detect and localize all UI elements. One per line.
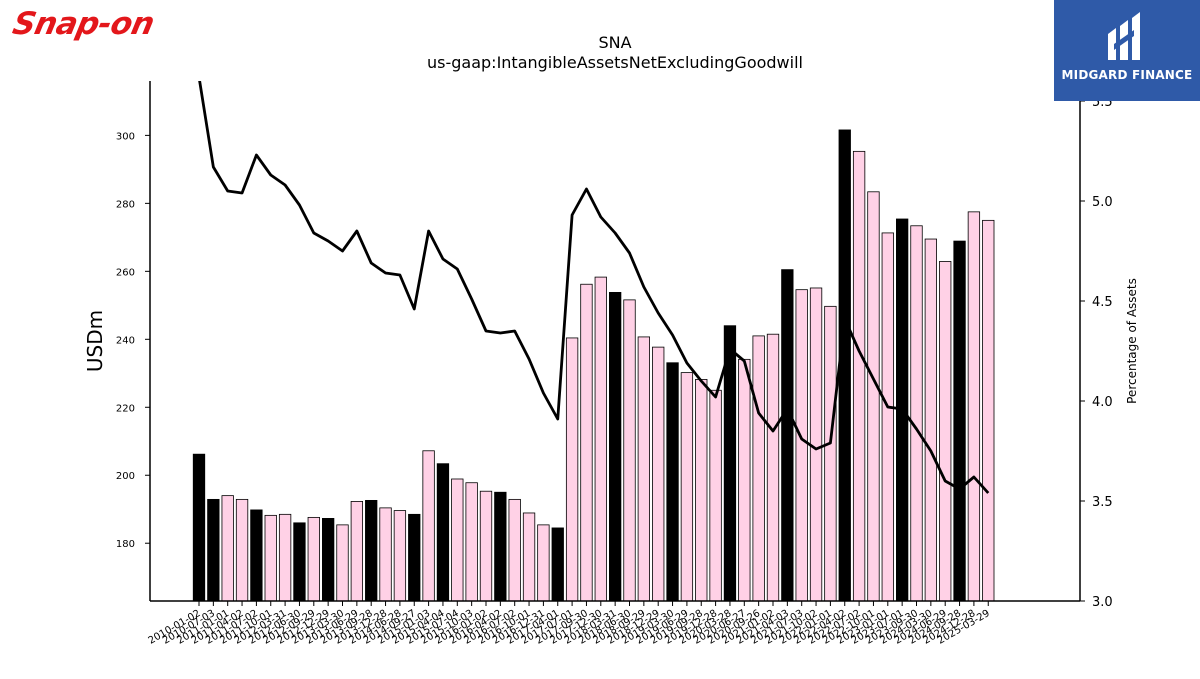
bar-50 xyxy=(910,225,923,602)
bar-54 xyxy=(967,211,981,602)
bar-46 xyxy=(852,150,866,602)
bar-29 xyxy=(609,291,622,602)
x-ticks-layer: 2010-01-022010-07-032011-01-012011-04-02… xyxy=(147,601,992,647)
bar-34 xyxy=(680,372,694,602)
bar-19 xyxy=(465,482,478,602)
bar-55 xyxy=(982,219,995,602)
bar-22 xyxy=(508,498,521,602)
bar-31 xyxy=(637,336,650,602)
svg-text:Snap-on: Snap-on xyxy=(10,6,158,42)
bar-33 xyxy=(666,362,679,602)
bar-35 xyxy=(695,379,708,602)
y-tick-label-0: 180 xyxy=(116,539,135,550)
bar-25 xyxy=(551,527,564,602)
y-tick-label-4: 260 xyxy=(116,267,135,278)
bar-5 xyxy=(264,514,277,602)
y-tick-label-5: 280 xyxy=(116,199,135,210)
chart-subtitle: us-gaap:IntangibleAssetsNetExcludingGood… xyxy=(427,53,803,72)
bar-40 xyxy=(766,333,780,602)
bar-1 xyxy=(207,498,220,602)
bar-41 xyxy=(781,269,794,602)
y-tick-label-3: 240 xyxy=(116,335,135,346)
y2-tick-label-0: 3.0 xyxy=(1092,595,1113,610)
bar-10 xyxy=(336,524,349,602)
bar-30 xyxy=(623,299,636,602)
y2-tick-label-3: 4.5 xyxy=(1092,295,1113,310)
bar-11 xyxy=(350,501,364,602)
percentage-line xyxy=(198,81,990,494)
bar-32 xyxy=(652,346,665,602)
bar-8 xyxy=(307,516,320,602)
bar-6 xyxy=(278,513,292,602)
bar-2 xyxy=(221,495,234,602)
bar-21 xyxy=(494,491,507,602)
bar-20 xyxy=(479,490,493,602)
bar-15 xyxy=(408,513,421,602)
bar-44 xyxy=(824,305,837,602)
bar-51 xyxy=(924,238,937,602)
bar-26 xyxy=(565,337,579,602)
bar-9 xyxy=(321,518,335,602)
bar-0 xyxy=(192,453,206,602)
bar-14 xyxy=(393,510,407,602)
bar-7 xyxy=(293,522,306,602)
bars-layer xyxy=(192,129,995,602)
bar-47 xyxy=(867,191,880,602)
bar-36 xyxy=(709,389,722,602)
bar-52 xyxy=(939,261,952,602)
midgard-logo-text: MIDGARD FINANCE xyxy=(1061,68,1193,82)
y-ticks-layer: 180 200 220 240 260 280 300 xyxy=(116,131,150,550)
bar-27 xyxy=(580,283,593,602)
snapon-logo: Snap-on xyxy=(8,2,183,42)
bar-28 xyxy=(594,276,607,602)
bar-4 xyxy=(250,509,263,602)
bar-53 xyxy=(953,240,966,602)
chart-title: SNA xyxy=(598,33,631,52)
bar-17 xyxy=(436,463,450,602)
y2-tick-label-4: 5.0 xyxy=(1092,195,1113,210)
bar-38 xyxy=(738,358,751,602)
y2-tick-label-1: 3.5 xyxy=(1092,495,1113,510)
bar-23 xyxy=(522,512,536,602)
y-tick-label-6: 300 xyxy=(116,131,135,142)
bar-48 xyxy=(881,232,894,602)
bar-3 xyxy=(235,498,249,602)
y2-ticks-layer: 3.03.54.04.55.05.5 xyxy=(1080,95,1113,610)
bar-24 xyxy=(537,524,550,602)
y-tick-label-2: 220 xyxy=(116,403,135,414)
bar-42 xyxy=(795,289,808,602)
y2-axis-label: Percentage of Assets xyxy=(1125,278,1139,404)
midgard-finance-logo: MIDGARD FINANCE xyxy=(1054,0,1200,101)
bar-18 xyxy=(451,478,464,602)
bar-13 xyxy=(379,507,392,602)
line-layer xyxy=(198,81,990,494)
bar-39 xyxy=(752,335,765,602)
y2-tick-label-2: 4.0 xyxy=(1092,395,1113,410)
bar-16 xyxy=(422,450,435,602)
y-axis-label: USDm xyxy=(83,310,107,372)
y-tick-label-1: 200 xyxy=(116,471,135,482)
bar-12 xyxy=(365,499,378,602)
